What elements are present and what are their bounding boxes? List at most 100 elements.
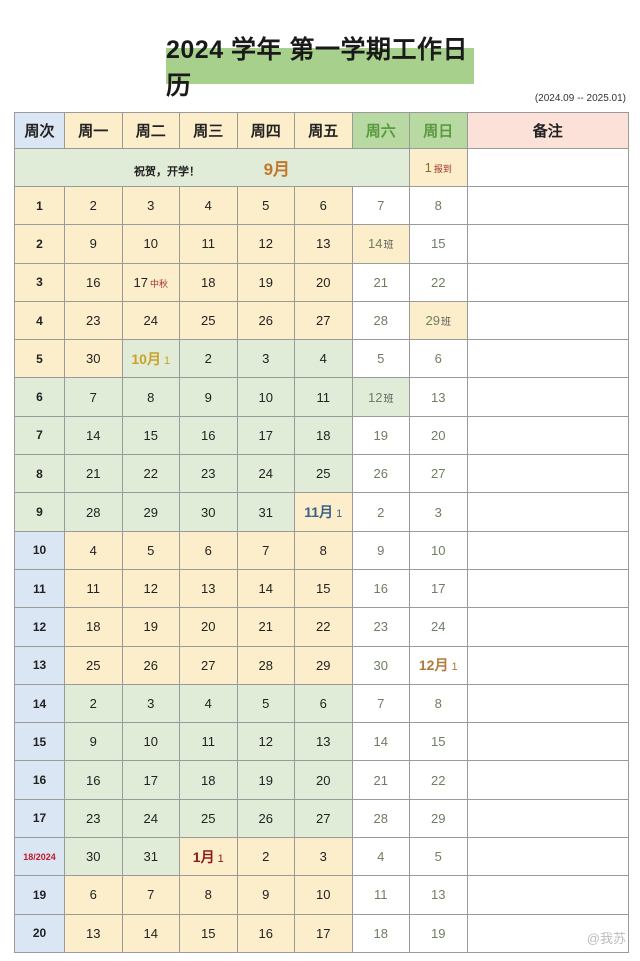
day-cell: 19 xyxy=(409,913,468,953)
day-number: 1 xyxy=(424,160,432,175)
day-number: 24 xyxy=(258,466,273,482)
day-number: 8 xyxy=(204,887,212,903)
day-cell: 7 xyxy=(64,377,123,417)
remarks-cell[interactable] xyxy=(466,148,629,187)
workday-badge: 班 xyxy=(383,393,394,405)
day-number: 30 xyxy=(86,351,101,367)
remarks-cell[interactable] xyxy=(466,607,629,647)
day-cell: 12班 xyxy=(351,377,410,417)
remarks-cell[interactable] xyxy=(466,530,629,570)
day-cell: 15 xyxy=(179,913,238,953)
day-cell: 28 xyxy=(351,300,410,341)
day-number: 2 xyxy=(204,351,212,367)
month-label: 10月 xyxy=(131,350,161,367)
day-number: 19 xyxy=(258,274,273,290)
day-cell: 27 xyxy=(294,798,353,839)
week-number: 14 xyxy=(14,683,65,724)
remarks-cell[interactable] xyxy=(466,875,629,915)
remarks-cell[interactable] xyxy=(466,492,629,532)
day-cell: 22 xyxy=(409,760,468,800)
day-cell: 21 xyxy=(351,760,410,800)
day-cell: 10 xyxy=(121,722,180,762)
day-number: 10 xyxy=(258,389,273,405)
week-number: 16 xyxy=(14,760,65,800)
remarks-cell[interactable] xyxy=(466,262,629,302)
day-cell: 10 xyxy=(236,377,295,417)
day-cell: 3 xyxy=(121,683,180,724)
day-cell: 25 xyxy=(179,300,238,341)
remarks-cell[interactable] xyxy=(466,415,629,456)
week-number: 12 xyxy=(14,607,65,647)
week-row: 10 4 5 6 7 8 9 10 xyxy=(14,530,629,570)
remarks-cell[interactable] xyxy=(466,185,629,226)
remarks-cell[interactable] xyxy=(466,798,629,839)
day-number: 17 xyxy=(431,581,446,597)
remarks-cell[interactable] xyxy=(466,913,629,953)
day-number: 13 xyxy=(201,581,216,597)
column-header: 周日 xyxy=(409,112,468,149)
month-row: 祝贺，开学！ 9月 1 报到 xyxy=(14,148,629,187)
column-header: 周次 xyxy=(14,112,65,149)
day-number: 15 xyxy=(431,734,446,750)
remarks-cell[interactable] xyxy=(466,224,629,264)
day-number: 16 xyxy=(86,772,101,788)
week-number: 5 xyxy=(14,339,65,379)
day-number: 7 xyxy=(377,696,385,711)
remarks-cell[interactable] xyxy=(466,683,629,724)
day-cell: 13 xyxy=(294,224,353,264)
day-cell: 17 xyxy=(409,568,468,609)
remarks-cell[interactable] xyxy=(466,645,629,685)
remarks-cell[interactable] xyxy=(466,760,629,800)
day-number: 11 xyxy=(316,389,331,405)
remarks-cell[interactable] xyxy=(466,837,629,877)
day-cell: 4 xyxy=(294,339,353,379)
day-number: 25 xyxy=(316,466,331,482)
day-cell: 11 xyxy=(294,377,353,417)
day-number: 23 xyxy=(201,466,216,482)
day-number: 4 xyxy=(89,542,97,558)
day-cell: 11 xyxy=(64,568,123,609)
remarks-cell[interactable] xyxy=(466,454,629,494)
day-cell: 23 xyxy=(351,607,410,647)
remarks-cell[interactable] xyxy=(466,300,629,341)
day-number: 16 xyxy=(86,274,101,290)
day-number: 1 xyxy=(451,661,458,674)
remarks-cell[interactable] xyxy=(466,722,629,762)
remarks-cell[interactable] xyxy=(466,377,629,417)
day-cell: 11 xyxy=(179,722,238,762)
day-number: 18 xyxy=(373,925,388,941)
day-cell: 6 xyxy=(179,530,238,570)
day-cell: 31 xyxy=(121,837,180,877)
day-number: 10 xyxy=(143,734,158,750)
day-number: 3 xyxy=(262,351,270,367)
day-number: 26 xyxy=(143,657,158,673)
day-number: 18 xyxy=(86,619,101,635)
day-cell: 5 xyxy=(236,185,295,226)
day-cell: 22 xyxy=(409,262,468,302)
day-number: 4 xyxy=(204,198,212,214)
day-cell: 16 xyxy=(64,262,123,302)
day-number: 21 xyxy=(258,619,273,635)
day-number: 21 xyxy=(373,274,388,290)
day-number: 7 xyxy=(147,887,155,903)
day-number: 5 xyxy=(262,696,270,711)
day-number: 22 xyxy=(316,619,331,635)
day-cell: 13 xyxy=(294,722,353,762)
day-number: 18 xyxy=(201,772,216,788)
day-cell: 24 xyxy=(121,300,180,341)
remarks-cell[interactable] xyxy=(466,568,629,609)
day-number: 2 xyxy=(262,849,270,865)
day-cell: 21 xyxy=(64,454,123,494)
day-number: 1 xyxy=(217,852,224,865)
day-number: 28 xyxy=(258,657,273,673)
day-cell: 17 xyxy=(294,913,353,953)
day-cell: 26 xyxy=(236,300,295,341)
day-cell: 15 xyxy=(294,568,353,609)
day-number: 7 xyxy=(262,542,270,558)
remarks-cell[interactable] xyxy=(466,339,629,379)
day-cell: 19 xyxy=(236,760,295,800)
day-cell: 9 xyxy=(64,224,123,264)
day-number: 31 xyxy=(258,504,273,520)
day-number: 25 xyxy=(86,657,101,673)
day-cell: 29 xyxy=(409,798,468,839)
